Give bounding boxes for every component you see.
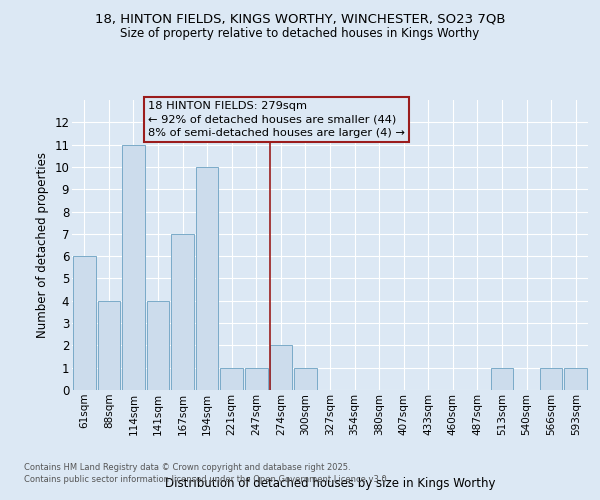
X-axis label: Distribution of detached houses by size in Kings Worthy: Distribution of detached houses by size … [165,476,495,490]
Bar [122,144,145,390]
Bar [98,301,120,390]
Bar [565,368,587,390]
Bar [171,234,194,390]
Bar [269,346,292,390]
Y-axis label: Number of detached properties: Number of detached properties [35,152,49,338]
Bar [491,368,514,390]
Bar [245,368,268,390]
Bar [146,301,169,390]
Text: Size of property relative to detached houses in Kings Worthy: Size of property relative to detached ho… [121,28,479,40]
Text: Contains HM Land Registry data © Crown copyright and database right 2025.: Contains HM Land Registry data © Crown c… [24,464,350,472]
Bar [73,256,95,390]
Bar [294,368,317,390]
Bar [196,167,218,390]
Text: 18 HINTON FIELDS: 279sqm
← 92% of detached houses are smaller (44)
8% of semi-de: 18 HINTON FIELDS: 279sqm ← 92% of detach… [148,101,405,138]
Bar [220,368,243,390]
Bar [540,368,562,390]
Text: Contains public sector information licensed under the Open Government Licence v3: Contains public sector information licen… [24,475,389,484]
Text: 18, HINTON FIELDS, KINGS WORTHY, WINCHESTER, SO23 7QB: 18, HINTON FIELDS, KINGS WORTHY, WINCHES… [95,12,505,26]
